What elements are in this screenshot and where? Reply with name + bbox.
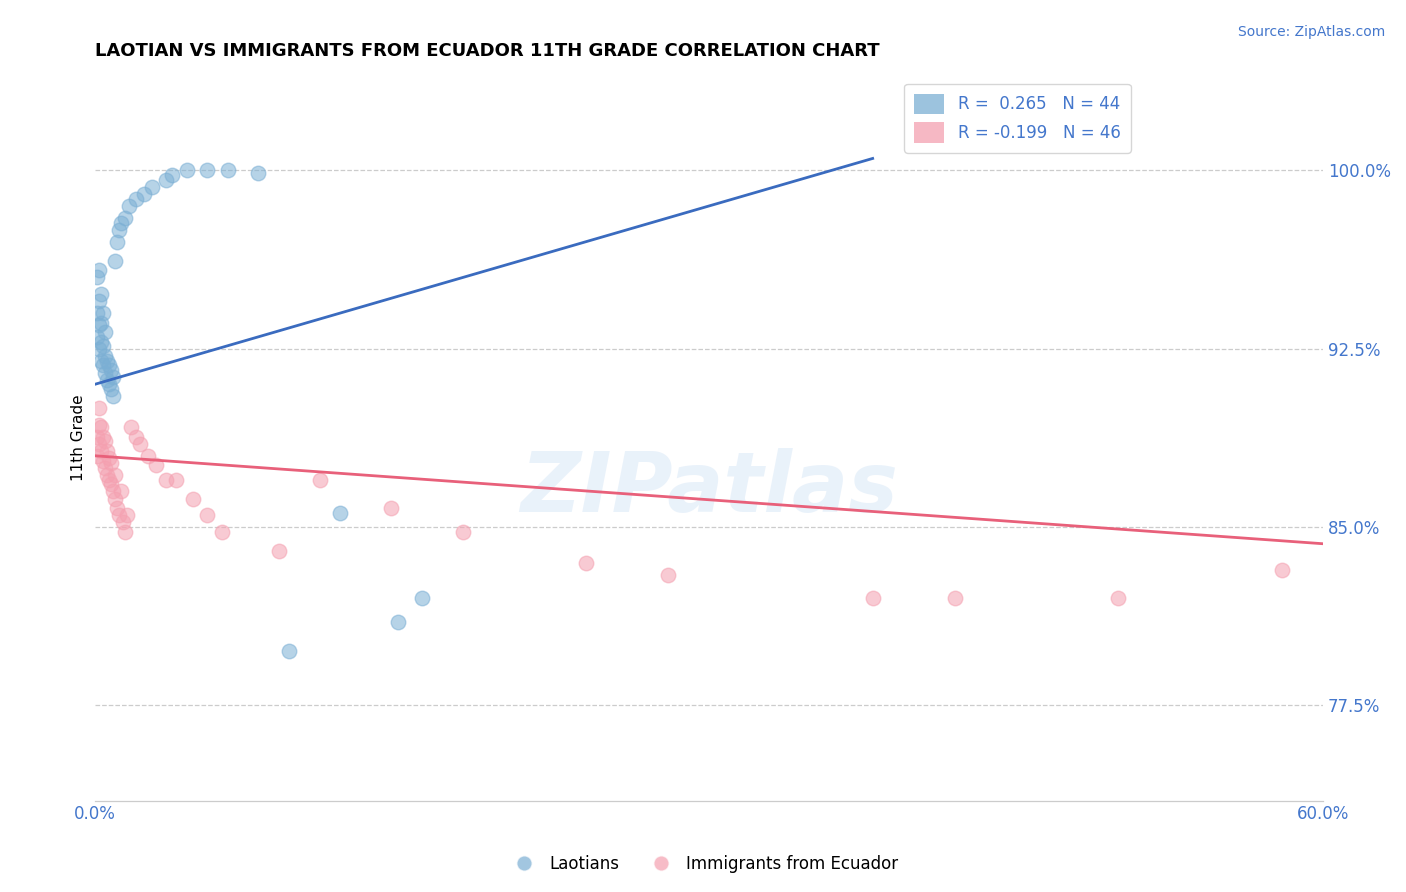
Point [380, 501, 402, 516]
Point [87, 401, 110, 416]
Point [267, 544, 290, 558]
Point [247, 166, 270, 180]
Point [278, 644, 301, 658]
Point [100, 477, 122, 491]
Point [176, 163, 198, 178]
Point [108, 508, 131, 523]
Point [86, 306, 108, 320]
Point [91, 339, 114, 353]
Point [124, 430, 146, 444]
Point [1107, 591, 1129, 606]
Point [112, 516, 135, 530]
Point [90, 287, 112, 301]
Point [86, 430, 108, 444]
Point [97, 359, 120, 373]
Point [108, 223, 131, 237]
Point [94, 460, 117, 475]
Point [211, 524, 233, 539]
Point [101, 370, 124, 384]
Point [104, 467, 127, 482]
Point [411, 591, 433, 606]
Point [90, 420, 112, 434]
Point [155, 173, 177, 187]
Legend: Laotians, Immigrants from Ecuador: Laotians, Immigrants from Ecuador [501, 848, 905, 880]
Point [862, 591, 884, 606]
Point [91, 306, 114, 320]
Point [132, 187, 155, 202]
Point [100, 363, 122, 377]
Point [387, 615, 409, 630]
Legend: R =  0.265   N = 44, R = -0.199   N = 46: R = 0.265 N = 44, R = -0.199 N = 46 [904, 84, 1130, 153]
Point [114, 524, 136, 539]
Point [87, 437, 110, 451]
Point [162, 168, 184, 182]
Point [87, 263, 110, 277]
Point [96, 373, 118, 387]
Point [86, 270, 108, 285]
Point [91, 359, 114, 373]
Point [87, 342, 110, 356]
Point [181, 491, 204, 506]
Point [96, 467, 118, 482]
Point [96, 353, 118, 368]
Point [110, 484, 132, 499]
Point [128, 437, 150, 451]
Point [118, 199, 141, 213]
Point [101, 484, 124, 499]
Point [94, 366, 117, 380]
Point [100, 382, 122, 396]
Point [86, 330, 108, 344]
Point [97, 473, 120, 487]
Point [94, 434, 117, 449]
Point [141, 180, 163, 194]
Point [87, 294, 110, 309]
Point [87, 417, 110, 432]
Point [195, 508, 218, 523]
Point [96, 444, 118, 458]
Text: Source: ZipAtlas.com: Source: ZipAtlas.com [1237, 25, 1385, 39]
Point [105, 501, 128, 516]
Text: LAOTIAN VS IMMIGRANTS FROM ECUADOR 11TH GRADE CORRELATION CHART: LAOTIAN VS IMMIGRANTS FROM ECUADOR 11TH … [94, 42, 879, 60]
Point [943, 591, 966, 606]
Point [451, 524, 474, 539]
Point [87, 318, 110, 332]
Point [155, 473, 177, 487]
Point [101, 389, 124, 403]
Point [91, 453, 114, 467]
Point [1271, 563, 1294, 577]
Point [195, 163, 218, 178]
Point [86, 449, 108, 463]
Point [94, 325, 117, 339]
Y-axis label: 11th Grade: 11th Grade [72, 394, 86, 481]
Point [100, 456, 122, 470]
Point [91, 430, 114, 444]
Point [90, 334, 112, 349]
Point [90, 353, 112, 368]
Point [105, 235, 128, 249]
Point [90, 316, 112, 330]
Point [94, 349, 117, 363]
Point [575, 556, 598, 570]
Point [104, 491, 127, 506]
Point [329, 506, 352, 520]
Point [104, 253, 127, 268]
Point [90, 444, 112, 458]
Point [120, 420, 142, 434]
Point [145, 458, 167, 473]
Point [136, 449, 159, 463]
Text: ZIPatlas: ZIPatlas [520, 448, 898, 529]
Point [114, 211, 136, 225]
Point [657, 567, 679, 582]
Point [97, 451, 120, 466]
Point [97, 377, 120, 392]
Point [308, 473, 330, 487]
Point [217, 163, 239, 178]
Point [110, 216, 132, 230]
Point [166, 473, 188, 487]
Point [124, 192, 146, 206]
Point [117, 508, 139, 523]
